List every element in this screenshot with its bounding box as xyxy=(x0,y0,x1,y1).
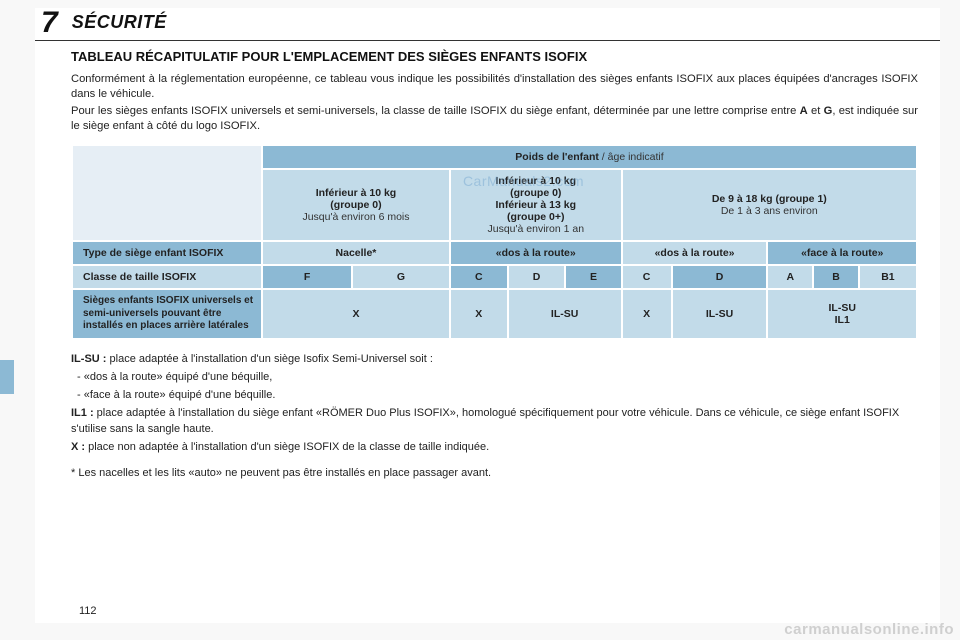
intro-paragraph-1: Conformément à la réglementation europée… xyxy=(71,72,918,102)
row-type-label: Type de siège enfant ISOFIX xyxy=(72,241,262,265)
seat-v2: IL-SU xyxy=(508,289,622,339)
legend: IL-SU : place adaptée à l'installation d… xyxy=(71,352,918,482)
row-class-label: Classe de taille ISOFIX xyxy=(72,265,262,289)
ilsu-text: place adaptée à l'installation d'un sièg… xyxy=(106,353,432,365)
type-dos-2: «dos à la route» xyxy=(622,241,768,265)
class-E: E xyxy=(565,265,621,289)
intro-2-mid: et xyxy=(808,105,824,117)
ilsu-label: IL-SU : xyxy=(71,353,106,365)
c2l4: (groupe 0+) xyxy=(507,211,564,223)
legend-ilsu: IL-SU : place adaptée à l'installation d… xyxy=(71,352,918,368)
page-number: 112 xyxy=(79,605,97,617)
legend-il1: IL1 : place adaptée à l'installation du … xyxy=(71,406,918,438)
col-group-0plus: Inférieur à 10 kg (groupe 0) Inférieur à… xyxy=(450,169,622,241)
weight-header-rest: / âge indicatif xyxy=(599,151,664,163)
il1-label: IL1 : xyxy=(71,407,94,419)
side-tab xyxy=(0,360,14,394)
class-A: A xyxy=(767,265,813,289)
ilsu-bullet-2: - «face à la route» équipé d'une béquill… xyxy=(71,388,918,404)
class-G: G xyxy=(352,265,450,289)
c3l1: De 9 à 18 kg (groupe 1) xyxy=(712,193,827,205)
weight-header-bold: Poids de l'enfant xyxy=(515,151,599,163)
intro-2-pre: Pour les sièges enfants ISOFIX universel… xyxy=(71,105,800,117)
seat-v5: IL-SU IL1 xyxy=(767,289,917,339)
x-label: X : xyxy=(71,441,85,453)
type-dos-1: «dos à la route» xyxy=(450,241,622,265)
row-seats-label: Sièges enfants ISOFIX universels et semi… xyxy=(72,289,262,339)
x-text: place non adaptée à l'installation d'un … xyxy=(85,441,489,453)
col-group-1: De 9 à 18 kg (groupe 1) De 1 à 3 ans env… xyxy=(622,169,917,241)
class-F: F xyxy=(262,265,352,289)
seat-v3: X xyxy=(622,289,672,339)
legend-footnote: * Les nacelles et les lits «auto» ne peu… xyxy=(71,466,918,482)
col-group-0: Inférieur à 10 kg (groupe 0) Jusqu'à env… xyxy=(262,169,450,241)
legend-x: X : place non adaptée à l'installation d… xyxy=(71,440,918,456)
c3l2: De 1 à 3 ans environ xyxy=(721,205,818,217)
footer-brand: carmanualsonline.info xyxy=(784,621,954,638)
seat-v1: X xyxy=(450,289,508,339)
chapter-title: SÉCURITÉ xyxy=(72,8,167,33)
intro-2-a: A xyxy=(800,105,808,117)
intro-paragraph-2: Pour les sièges enfants ISOFIX universel… xyxy=(71,104,918,134)
c2l2: (groupe 0) xyxy=(510,187,561,199)
content: TABLEAU RÉCAPITULATIF POUR L'EMPLACEMENT… xyxy=(35,49,940,482)
class-B: B xyxy=(813,265,859,289)
weight-header: Poids de l'enfant / âge indicatif xyxy=(262,145,917,169)
class-D1: D xyxy=(508,265,566,289)
seat-v0: X xyxy=(262,289,450,339)
ilsu-bullet-1: - «dos à la route» équipé d'une béquille… xyxy=(71,370,918,386)
section-title: TABLEAU RÉCAPITULATIF POUR L'EMPLACEMENT… xyxy=(71,49,918,64)
class-B1: B1 xyxy=(859,265,917,289)
isofix-table: Poids de l'enfant / âge indicatif Inféri… xyxy=(71,144,918,340)
page-header: 7 SÉCURITÉ xyxy=(35,8,940,40)
c1l3: Jusqu'à environ 6 mois xyxy=(302,211,409,223)
class-C2: C xyxy=(622,265,672,289)
class-D2: D xyxy=(672,265,768,289)
c2l3: Inférieur à 13 kg xyxy=(496,199,577,211)
header-rule xyxy=(35,40,940,41)
seat-v4: IL-SU xyxy=(672,289,768,339)
c1l1: Inférieur à 10 kg xyxy=(316,187,397,199)
c2l1: Inférieur à 10 kg xyxy=(496,175,577,187)
intro-2-g: G xyxy=(824,105,833,117)
type-nacelle: Nacelle* xyxy=(262,241,450,265)
page: 7 SÉCURITÉ TABLEAU RÉCAPITULATIF POUR L'… xyxy=(35,8,940,623)
c1l2: (groupe 0) xyxy=(330,199,381,211)
type-face: «face à la route» xyxy=(767,241,917,265)
c2l5: Jusqu'à environ 1 an xyxy=(487,223,584,235)
il1-text: place adaptée à l'installation du siège … xyxy=(71,407,899,435)
chapter-number: 7 xyxy=(41,8,58,38)
table-blank-corner xyxy=(72,145,262,241)
class-C1: C xyxy=(450,265,508,289)
